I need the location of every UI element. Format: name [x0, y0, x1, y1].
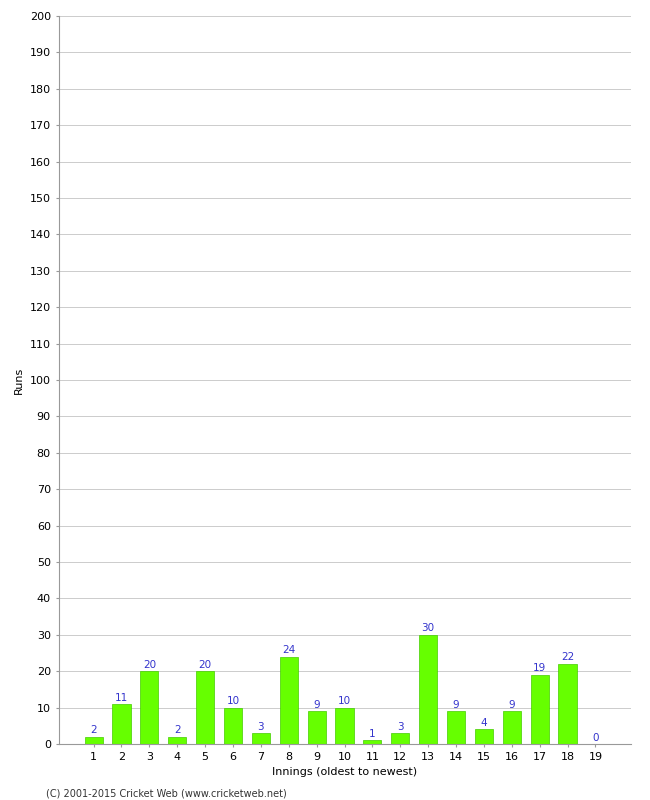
Bar	[196, 671, 214, 744]
Bar	[307, 711, 326, 744]
Bar	[252, 733, 270, 744]
Text: 9: 9	[313, 700, 320, 710]
Bar	[168, 737, 187, 744]
Bar	[84, 737, 103, 744]
Text: 2: 2	[174, 726, 181, 735]
X-axis label: Innings (oldest to newest): Innings (oldest to newest)	[272, 767, 417, 777]
Text: 24: 24	[282, 645, 295, 655]
Text: 30: 30	[422, 623, 435, 634]
Text: 0: 0	[592, 733, 599, 742]
Bar	[502, 711, 521, 744]
Text: 2: 2	[90, 726, 97, 735]
Y-axis label: Runs: Runs	[14, 366, 24, 394]
Text: 10: 10	[338, 696, 351, 706]
Bar	[447, 711, 465, 744]
Text: 9: 9	[508, 700, 515, 710]
Bar	[224, 707, 242, 744]
Text: 1: 1	[369, 729, 376, 739]
Text: 4: 4	[480, 718, 488, 728]
Text: 3: 3	[397, 722, 404, 732]
Text: 9: 9	[452, 700, 460, 710]
Text: 19: 19	[533, 663, 546, 674]
Bar	[112, 704, 131, 744]
Text: 3: 3	[257, 722, 264, 732]
Bar	[363, 740, 382, 744]
Text: 22: 22	[561, 653, 574, 662]
Bar	[558, 664, 577, 744]
Bar	[475, 730, 493, 744]
Bar	[140, 671, 159, 744]
Text: 20: 20	[198, 660, 212, 670]
Text: (C) 2001-2015 Cricket Web (www.cricketweb.net): (C) 2001-2015 Cricket Web (www.cricketwe…	[46, 788, 286, 798]
Bar	[530, 675, 549, 744]
Text: 11: 11	[115, 693, 128, 702]
Text: 10: 10	[226, 696, 240, 706]
Text: 20: 20	[143, 660, 156, 670]
Bar	[280, 657, 298, 744]
Bar	[391, 733, 410, 744]
Bar	[335, 707, 354, 744]
Bar	[419, 634, 437, 744]
